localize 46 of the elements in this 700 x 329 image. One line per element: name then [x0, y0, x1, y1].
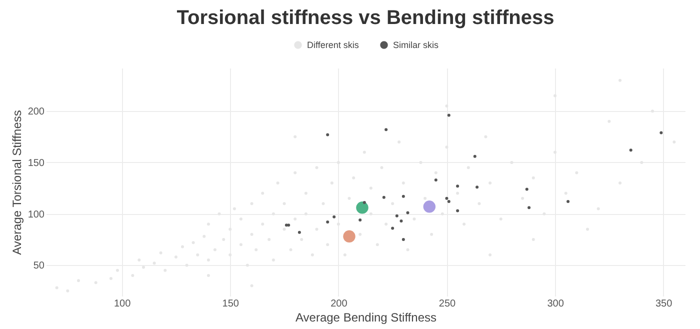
point — [326, 220, 330, 224]
point — [629, 148, 632, 152]
x-tick-label: 250 — [438, 298, 456, 310]
point — [456, 209, 460, 212]
point — [402, 238, 405, 242]
point — [447, 200, 450, 204]
point — [395, 214, 398, 218]
point — [406, 211, 410, 214]
y-tick-label: 200 — [28, 106, 45, 118]
point — [384, 128, 388, 132]
point — [445, 196, 448, 200]
point — [473, 154, 476, 158]
point — [332, 215, 336, 218]
point — [326, 133, 330, 136]
point — [566, 200, 570, 204]
x-tick-label: 300 — [547, 298, 564, 310]
x-tick-label: 200 — [330, 298, 348, 310]
x-tick-label: 100 — [114, 298, 132, 310]
point — [298, 230, 301, 234]
point — [423, 200, 436, 213]
point — [525, 188, 528, 191]
y-tick-label: 100 — [28, 209, 45, 220]
point — [362, 201, 366, 204]
point — [447, 114, 450, 117]
point — [287, 224, 290, 227]
x-axis-title: Average Bending Stiffness — [296, 310, 436, 324]
legend-label: Different skis — [307, 40, 360, 50]
y-axis-title: Average Torsional Stiffness — [10, 110, 24, 255]
y-tick-label: 150 — [28, 158, 45, 169]
x-tick-label: 150 — [222, 298, 240, 310]
point — [660, 131, 663, 134]
x-tick-label: 350 — [655, 298, 673, 310]
point — [358, 218, 362, 222]
point — [356, 202, 368, 214]
point — [434, 178, 438, 182]
y-tick-label: 50 — [33, 260, 45, 272]
point — [456, 184, 460, 188]
point — [382, 196, 386, 199]
point — [402, 194, 405, 198]
point — [343, 230, 356, 243]
legend-label: Similar skis — [393, 40, 439, 50]
point — [476, 186, 479, 189]
point — [391, 226, 394, 230]
point — [400, 220, 403, 223]
point — [528, 206, 531, 210]
chart-title: Torsional stiffness vs Bending stiffness — [176, 7, 554, 29]
